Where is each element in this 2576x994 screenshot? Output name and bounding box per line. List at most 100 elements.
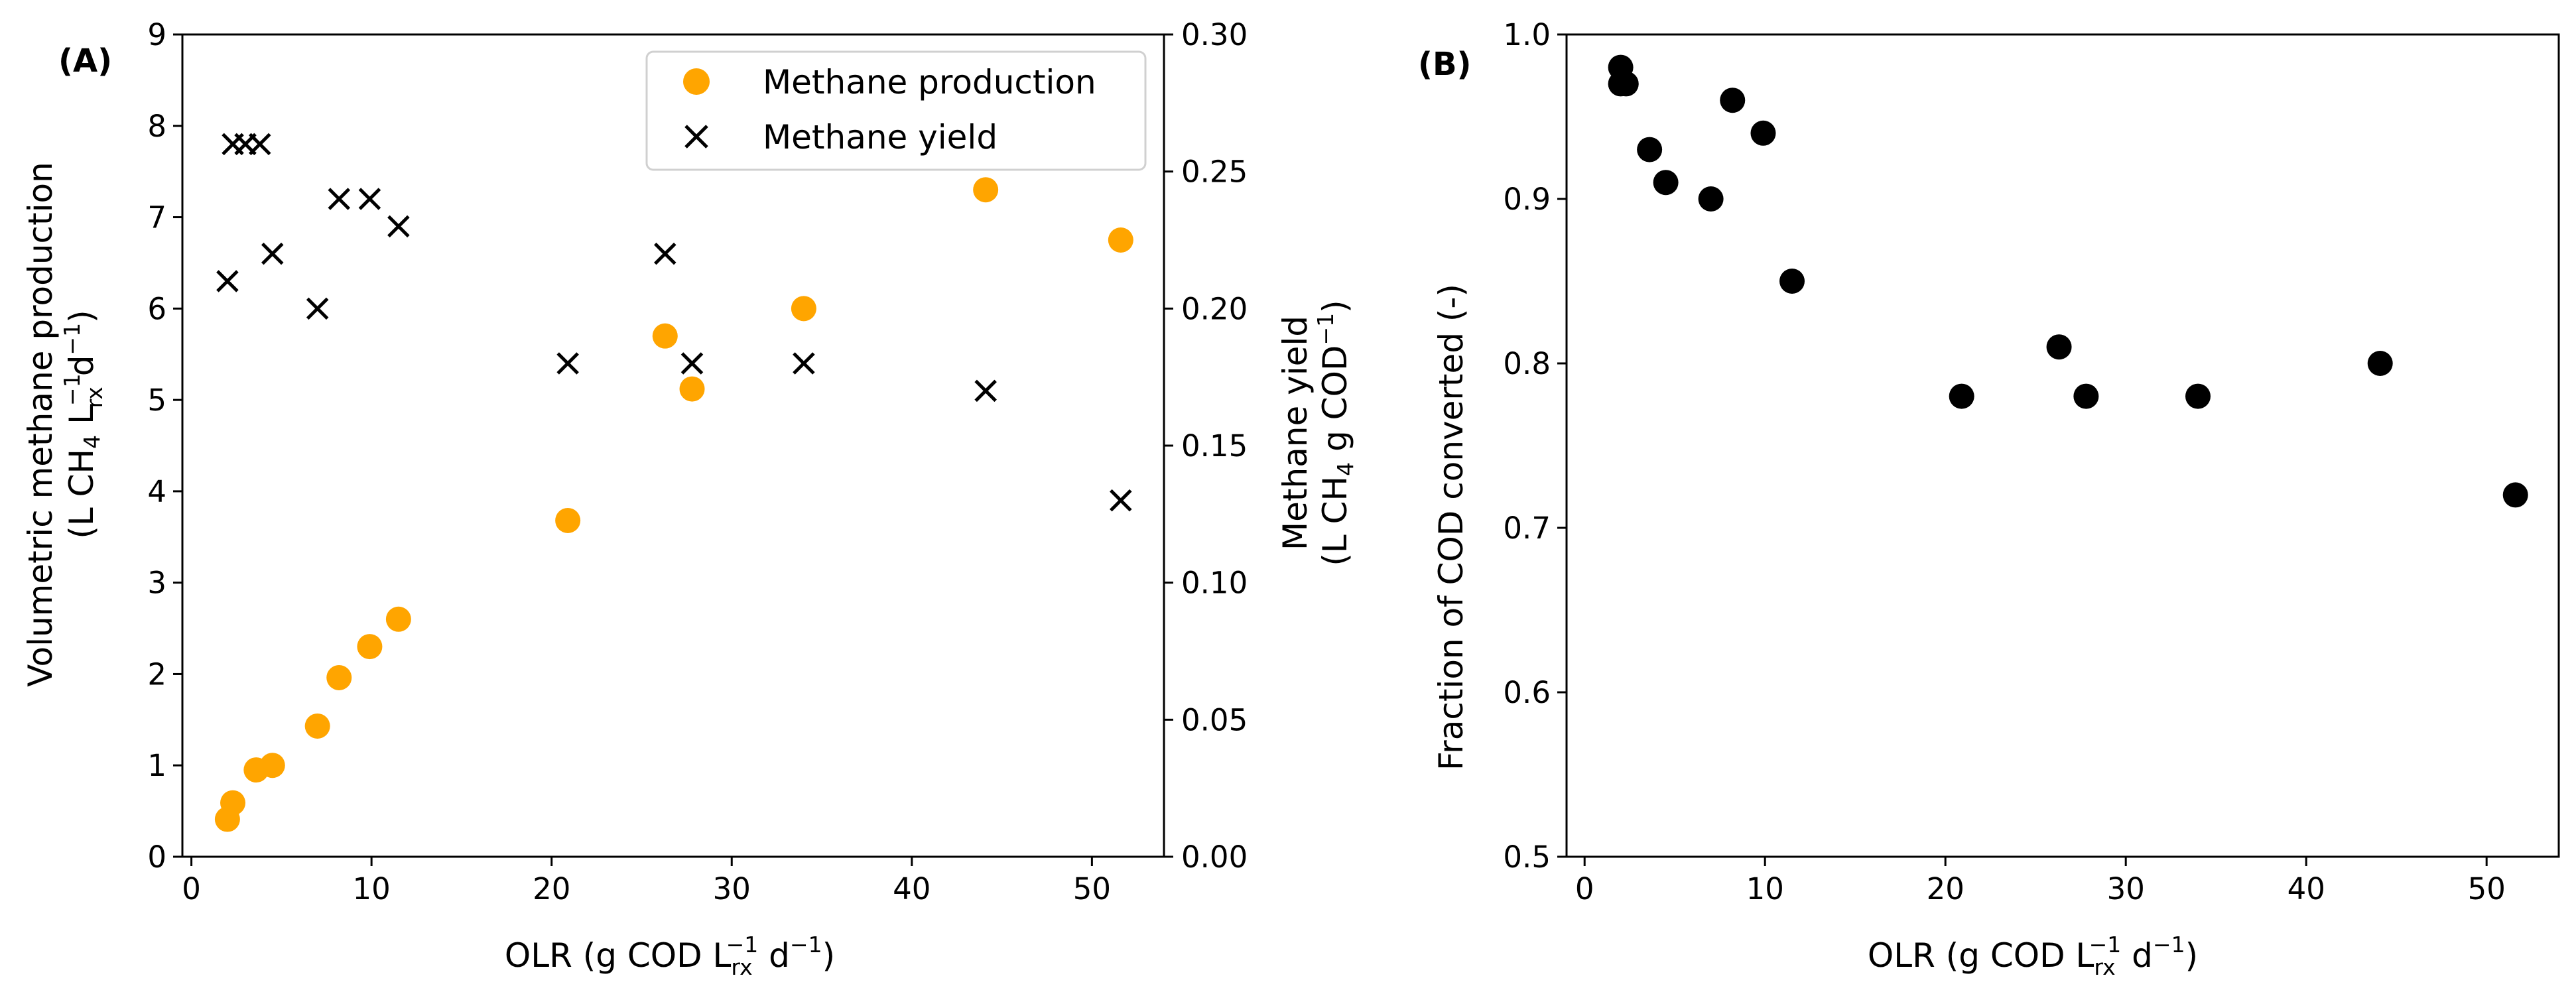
panel-b-axes xyxy=(1565,33,2560,858)
methane-yield-point xyxy=(261,242,284,265)
methane-yield-stroke xyxy=(793,352,815,375)
left-y-tick-label: 7 xyxy=(147,200,166,235)
x-tick-label: 40 xyxy=(893,871,931,906)
methane-yield-point xyxy=(793,352,815,375)
methane-yield-point xyxy=(974,379,997,403)
methane-yield-point xyxy=(328,188,351,210)
x-tick-label: 0 xyxy=(182,871,201,906)
cod-conversion-point xyxy=(2046,334,2072,360)
methane-yield-point xyxy=(387,215,410,238)
x-tick-label: 30 xyxy=(713,871,751,906)
methane-production-series xyxy=(214,177,1133,832)
cod-conversion-point xyxy=(2073,383,2099,409)
x-tick-label: 50 xyxy=(2468,871,2506,906)
panel-a-left-ticks: 0 1 2 3 4 5 6 7 8 9 xyxy=(147,17,182,875)
right-y-tick-label: 0.10 xyxy=(1181,566,1248,601)
methane-yield-stroke xyxy=(974,379,997,403)
left-y-tick-label: 3 xyxy=(147,566,166,601)
panel-a-x-ticks: 0 10 20 30 40 50 xyxy=(182,857,1111,906)
methane-yield-stroke xyxy=(358,188,381,210)
x-tick-label: 20 xyxy=(533,871,570,906)
panel-b-y-ticks: 0.5 0.6 0.7 0.8 0.9 1.0 xyxy=(1503,17,1567,875)
left-axis-title-line2: (L CH4 L−1rx d−1) xyxy=(59,310,107,538)
methane-production-point xyxy=(385,606,411,632)
cod-conversion-point xyxy=(2185,383,2211,409)
y-tick-label: 0.8 xyxy=(1503,346,1551,381)
x-tick-label: 40 xyxy=(2287,871,2325,906)
y-tick-label: 1.0 xyxy=(1503,17,1551,52)
methane-yield-point xyxy=(249,133,271,156)
panel-a-right-axis-title: Methane yield (L CH4 g COD−1) xyxy=(1276,300,1358,566)
methane-production-point xyxy=(326,664,352,690)
right-axis-title-line1: Methane yield xyxy=(1276,316,1315,550)
y-tick-label: 0.5 xyxy=(1503,839,1551,875)
right-y-tick-label: 0.20 xyxy=(1181,291,1248,326)
panel-a-label: (A) xyxy=(58,42,112,80)
methane-production-point xyxy=(220,790,246,816)
methane-production-point xyxy=(973,177,999,203)
methane-yield-stroke xyxy=(216,270,239,292)
methane-production-point xyxy=(357,634,383,660)
cod-conversion-point xyxy=(1750,120,1776,146)
left-y-tick-label: 9 xyxy=(147,17,166,52)
methane-production-point xyxy=(1108,227,1133,253)
left-y-tick-label: 8 xyxy=(147,109,166,144)
left-axis-title-line1: Volumetric methane production xyxy=(21,162,60,687)
cod-conversion-point xyxy=(2367,351,2393,376)
panel-a-x-axis-title: OLR (g COD Lrx−1 d−1) xyxy=(505,932,835,980)
x-tick-label: 30 xyxy=(2107,871,2145,906)
panel-b-x-axis-title: OLR (g COD Lrx−1 d−1) xyxy=(1868,932,2198,980)
legend-production-marker xyxy=(683,68,710,95)
methane-yield-stroke xyxy=(654,242,676,265)
left-y-tick-label: 2 xyxy=(147,656,166,692)
cod-conversion-point xyxy=(1698,186,1724,212)
left-y-tick-label: 5 xyxy=(147,383,166,418)
left-y-tick-label: 6 xyxy=(147,291,166,326)
methane-yield-stroke xyxy=(328,188,351,210)
methane-yield-stroke xyxy=(306,297,329,320)
panel-a-right-ticks: 0.00 0.05 0.10 0.15 0.20 0.25 0.30 xyxy=(1164,17,1248,875)
methane-yield-stroke xyxy=(680,352,704,375)
methane-yield-stroke xyxy=(249,133,271,156)
methane-yield-stroke xyxy=(261,242,284,265)
cod-conversion-point xyxy=(2502,482,2528,508)
methane-yield-point xyxy=(680,352,704,375)
right-axis-title-line2: (L CH4 g COD−1) xyxy=(1313,300,1358,566)
panel-b-y-axis-title: Fraction of COD converted (-) xyxy=(1432,284,1470,771)
methane-yield-stroke xyxy=(1110,489,1132,512)
methane-yield-point xyxy=(358,188,381,210)
panel-b: (B) 0.5 0.6 0.7 0.8 0.9 1.0 0 10 20 30 40 50 Fract… xyxy=(1418,17,2560,980)
panel-b-x-ticks: 0 10 20 30 40 50 xyxy=(1575,857,2506,906)
methane-production-point xyxy=(652,323,678,349)
panel-b-label: (B) xyxy=(1418,46,1471,83)
x-tick-label: 10 xyxy=(353,871,391,906)
methane-production-point xyxy=(259,753,285,778)
right-y-tick-label: 0.00 xyxy=(1181,839,1248,875)
cod-conversion-point xyxy=(1613,71,1639,97)
right-y-tick-label: 0.05 xyxy=(1181,702,1248,737)
panel-b-plot-frame xyxy=(1565,33,2560,858)
methane-yield-stroke xyxy=(387,215,410,238)
legend-yield-marker xyxy=(684,125,708,149)
legend-production-label: Methane production xyxy=(763,63,1096,101)
right-y-tick-label: 0.15 xyxy=(1181,428,1248,464)
methane-yield-stroke xyxy=(556,352,579,375)
x-tick-label: 10 xyxy=(1746,871,1784,906)
left-y-tick-label: 4 xyxy=(147,474,166,509)
x-tick-label: 50 xyxy=(1073,871,1111,906)
left-y-tick-label: 1 xyxy=(147,748,166,783)
legend-frame xyxy=(645,50,1147,171)
right-y-tick-label: 0.30 xyxy=(1181,17,1248,52)
methane-yield-point xyxy=(1110,489,1132,512)
methane-production-point xyxy=(304,713,330,739)
methane-yield-point xyxy=(654,242,676,265)
y-tick-label: 0.7 xyxy=(1503,511,1551,546)
cod-conversion-series xyxy=(1608,54,2528,508)
x-tick-label: 0 xyxy=(1575,871,1594,906)
cod-conversion-point xyxy=(1637,137,1663,162)
y-tick-label: 0.6 xyxy=(1503,675,1551,710)
methane-yield-point xyxy=(216,270,239,292)
legend: Methane production Methane yield xyxy=(645,50,1147,171)
